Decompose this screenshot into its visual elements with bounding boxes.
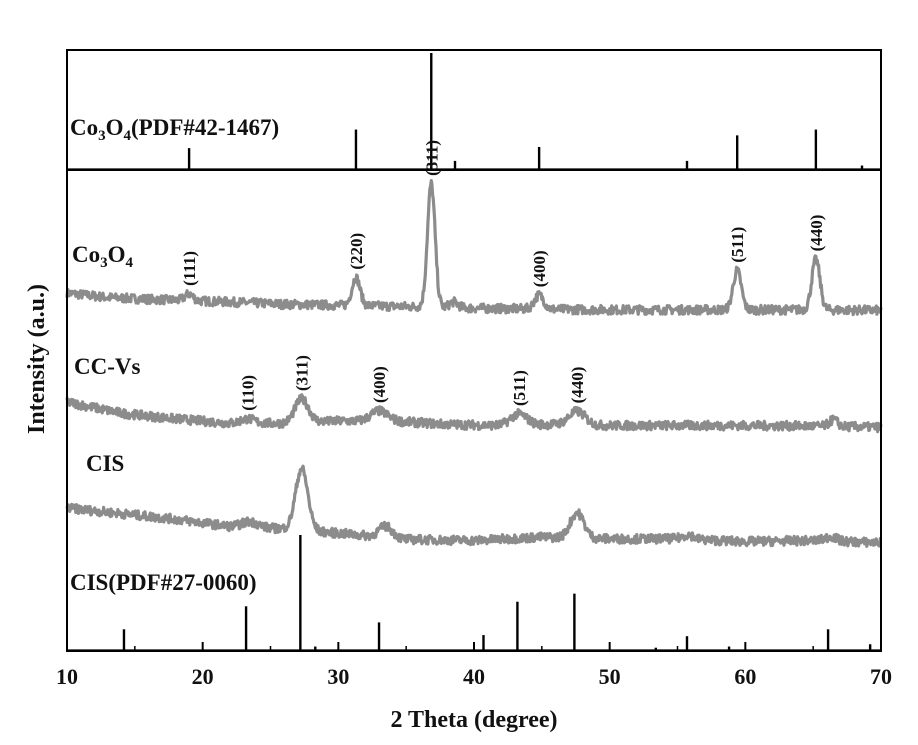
peak-annotation: (311) (293, 355, 312, 391)
series-0: Co3O4 (111) (220) (311) (400) (511) (440) (65, 140, 883, 317)
peak-annotation: (111) (180, 251, 199, 286)
peak-annotation: (400) (370, 366, 389, 403)
reference-label: Co3O4(PDF#42-1467) (70, 115, 279, 144)
series-1: CC-Vs (110) (311) (400) (511) (440) (65, 354, 883, 434)
x-tick-label-60: 60 (734, 664, 756, 689)
series-label: CC-Vs (74, 354, 140, 379)
y-axis-title: Intensity (a.u.) (24, 284, 50, 434)
plot-frame (66, 49, 882, 652)
reference-panel-cis: CIS(PDF#27-0060) (67, 535, 881, 651)
series-line (65, 179, 883, 317)
pattern-panel: Co3O4 (111) (220)(311)(400)(511) (440)CC-Vs… (65, 140, 883, 548)
series-line (65, 464, 883, 548)
x-tick-label-70: 70 (870, 664, 892, 689)
x-tick-label-40: 40 (463, 664, 485, 689)
x-tick-label-50: 50 (599, 664, 621, 689)
peak-annotation: (400) (530, 250, 549, 287)
reference-panel-co3o4: Co3O4(PDF#42-1467) (67, 53, 881, 170)
x-axis-title: 2 Theta (degree) (390, 707, 557, 733)
series-line (65, 393, 883, 434)
peak-annotation: (110) (238, 375, 257, 411)
x-axis: 10 20 30 40 50 60 70 (56, 642, 892, 689)
x-tick-label-10: 10 (56, 664, 78, 689)
series-2: CIS (65, 451, 883, 548)
x-tick-label-20: 20 (192, 664, 214, 689)
reference-label: CIS(PDF#27-0060) (70, 570, 257, 595)
peak-annotation: (511) (728, 227, 747, 263)
x-tick-label-30: 30 (327, 664, 349, 689)
peak-annotation: (511) (510, 370, 529, 406)
series-label: Co3O4 (72, 242, 134, 271)
series-label: CIS (86, 451, 124, 476)
peak-annotation: (440) (568, 367, 587, 404)
peak-annotation: (311) (422, 140, 441, 176)
peak-annotation: (220) (347, 233, 366, 270)
axes-border (66, 49, 882, 652)
peak-annotation: (440) (807, 215, 826, 252)
